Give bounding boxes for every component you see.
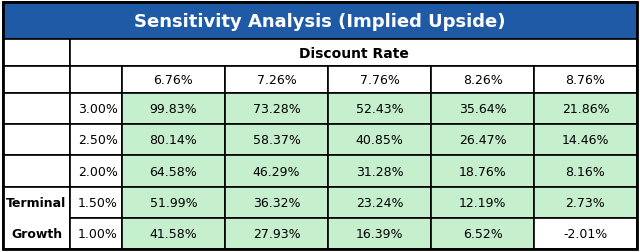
Bar — [534, 218, 637, 249]
Bar — [328, 187, 431, 218]
Text: 12.19%: 12.19% — [459, 196, 506, 209]
Bar — [122, 125, 225, 156]
Text: Growth: Growth — [11, 227, 62, 240]
Bar — [225, 125, 328, 156]
Bar — [534, 94, 637, 125]
Text: 2.73%: 2.73% — [566, 196, 605, 209]
Bar — [70, 156, 122, 187]
Bar — [328, 218, 431, 249]
Bar — [534, 156, 637, 187]
Bar — [3, 156, 70, 187]
Bar — [225, 67, 328, 94]
Bar — [328, 156, 431, 187]
Bar — [70, 94, 122, 125]
Bar — [534, 187, 637, 218]
Bar — [70, 218, 122, 249]
Bar — [328, 94, 431, 125]
Bar — [122, 156, 225, 187]
Bar — [3, 40, 70, 67]
Bar — [3, 125, 70, 156]
Bar — [225, 156, 328, 187]
Text: 18.76%: 18.76% — [459, 165, 506, 178]
Text: 7.26%: 7.26% — [257, 74, 296, 87]
Bar — [431, 67, 534, 94]
Text: 52.43%: 52.43% — [356, 103, 403, 116]
Bar — [122, 67, 225, 94]
Text: 58.37%: 58.37% — [253, 134, 300, 147]
Text: Terminal: Terminal — [6, 196, 67, 209]
Text: 6.76%: 6.76% — [154, 74, 193, 87]
Bar — [431, 94, 534, 125]
Text: 35.64%: 35.64% — [459, 103, 506, 116]
Bar — [225, 187, 328, 218]
Text: -2.01%: -2.01% — [563, 227, 607, 240]
Bar — [225, 218, 328, 249]
Text: 3.00%: 3.00% — [78, 103, 118, 116]
Text: 8.16%: 8.16% — [566, 165, 605, 178]
Text: 14.46%: 14.46% — [562, 134, 609, 147]
Bar — [70, 187, 122, 218]
Text: 31.28%: 31.28% — [356, 165, 403, 178]
Text: 64.58%: 64.58% — [150, 165, 197, 178]
Bar — [328, 67, 431, 94]
Text: 6.52%: 6.52% — [463, 227, 502, 240]
Bar — [122, 187, 225, 218]
Bar — [70, 67, 122, 94]
Bar — [431, 156, 534, 187]
Text: 8.26%: 8.26% — [463, 74, 502, 87]
Bar — [3, 3, 637, 40]
Text: 7.76%: 7.76% — [360, 74, 399, 87]
Bar — [70, 125, 122, 156]
Bar — [431, 125, 534, 156]
Bar — [225, 94, 328, 125]
Bar — [122, 218, 225, 249]
Text: 80.14%: 80.14% — [150, 134, 197, 147]
Text: 73.28%: 73.28% — [253, 103, 300, 116]
Text: 99.83%: 99.83% — [150, 103, 197, 116]
Bar — [3, 67, 70, 94]
Text: 2.50%: 2.50% — [78, 134, 118, 147]
Text: 36.32%: 36.32% — [253, 196, 300, 209]
Bar — [534, 67, 637, 94]
Text: 46.29%: 46.29% — [253, 165, 300, 178]
Text: 16.39%: 16.39% — [356, 227, 403, 240]
Bar — [534, 125, 637, 156]
Text: 1.50%: 1.50% — [78, 196, 118, 209]
Bar — [328, 125, 431, 156]
Bar — [122, 94, 225, 125]
Text: 40.85%: 40.85% — [356, 134, 403, 147]
Bar — [70, 40, 637, 67]
Text: 51.99%: 51.99% — [150, 196, 197, 209]
Text: Sensitivity Analysis (Implied Upside): Sensitivity Analysis (Implied Upside) — [134, 12, 506, 30]
Text: Discount Rate: Discount Rate — [299, 46, 408, 60]
Bar — [431, 187, 534, 218]
Text: 23.24%: 23.24% — [356, 196, 403, 209]
Bar — [3, 187, 70, 249]
Text: 1.00%: 1.00% — [78, 227, 118, 240]
Text: 27.93%: 27.93% — [253, 227, 300, 240]
Bar — [3, 94, 70, 125]
Text: 2.00%: 2.00% — [78, 165, 118, 178]
Text: 41.58%: 41.58% — [150, 227, 197, 240]
Text: 8.76%: 8.76% — [566, 74, 605, 87]
Text: 21.86%: 21.86% — [562, 103, 609, 116]
Text: 26.47%: 26.47% — [459, 134, 506, 147]
Bar — [431, 218, 534, 249]
